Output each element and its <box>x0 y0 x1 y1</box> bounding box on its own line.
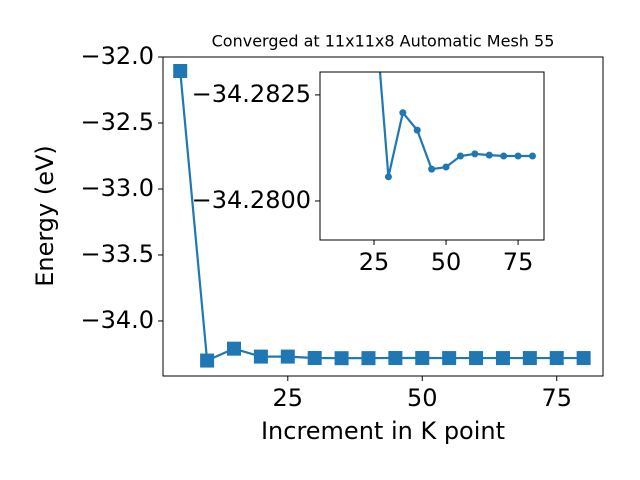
data-point <box>371 0 378 1</box>
data-point <box>200 353 215 368</box>
axes-frame <box>162 56 604 377</box>
data-point <box>500 152 508 160</box>
data-point <box>469 351 484 366</box>
y-tick-label: −32.0 <box>80 42 154 70</box>
data-point <box>485 151 493 159</box>
plot-content <box>173 63 591 368</box>
data-point <box>576 351 591 366</box>
plot-content <box>371 0 536 181</box>
y-tick-label: −32.5 <box>80 108 154 136</box>
data-point <box>495 351 510 366</box>
data-point <box>471 150 479 158</box>
data-point <box>549 351 564 366</box>
y-tick-label: −34.2825 <box>192 80 311 108</box>
x-tick-label: 75 <box>503 248 534 276</box>
data-point <box>399 109 407 117</box>
data-point <box>413 126 421 134</box>
data-point <box>361 351 376 366</box>
data-point <box>384 173 392 181</box>
data-point <box>456 152 464 160</box>
y-tick-label: −33.5 <box>80 240 154 268</box>
data-point <box>442 163 450 171</box>
x-tick-label: 25 <box>273 384 304 412</box>
data-point <box>253 349 268 364</box>
data-point <box>280 349 295 364</box>
y-tick-label: −33.0 <box>80 174 154 202</box>
series-line <box>179 70 584 363</box>
axes-frame <box>319 71 545 241</box>
data-point <box>514 152 522 160</box>
y-tick-label: −34.2800 <box>192 186 311 214</box>
y-axis-label: Energy (eV) <box>31 145 59 287</box>
x-tick-label: 50 <box>407 384 438 412</box>
chart-title: Converged at 11x11x8 Automatic Mesh 55 <box>212 32 555 51</box>
data-point <box>528 152 536 160</box>
data-point <box>173 63 188 78</box>
x-axis-label: Increment in K point <box>261 417 505 445</box>
data-point <box>307 350 322 365</box>
data-point <box>522 351 537 366</box>
data-point <box>334 351 349 366</box>
y-tick-label: −34.0 <box>80 306 154 334</box>
data-point <box>428 165 436 173</box>
data-point <box>442 351 457 366</box>
x-tick-label: 50 <box>431 248 462 276</box>
data-point <box>227 341 242 356</box>
data-point <box>415 351 430 366</box>
x-tick-label: 25 <box>359 248 390 276</box>
x-tick-label: 75 <box>541 384 572 412</box>
data-point <box>388 351 403 366</box>
